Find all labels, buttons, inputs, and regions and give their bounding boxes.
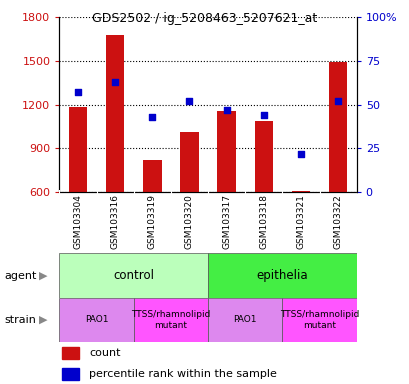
Text: count: count: [89, 348, 120, 358]
Text: GSM103317: GSM103317: [222, 194, 231, 249]
Point: [223, 107, 229, 113]
Bar: [207, 298, 282, 342]
Bar: [106, 35, 124, 192]
Bar: [207, 253, 356, 298]
Bar: [69, 107, 87, 192]
Bar: [217, 111, 235, 192]
Text: GSM103318: GSM103318: [258, 194, 267, 249]
Bar: [180, 132, 198, 192]
Text: epithelia: epithelia: [256, 269, 308, 282]
Point: [112, 79, 118, 85]
Text: control: control: [113, 269, 154, 282]
Point: [297, 151, 303, 157]
Text: PAO1: PAO1: [85, 315, 108, 324]
Bar: [62, 368, 79, 380]
Text: GSM103320: GSM103320: [184, 194, 193, 249]
Text: GSM103321: GSM103321: [296, 194, 305, 249]
Text: percentile rank within the sample: percentile rank within the sample: [89, 369, 276, 379]
Bar: [282, 298, 356, 342]
Bar: [254, 121, 272, 192]
Text: GSM103319: GSM103319: [148, 194, 157, 249]
Text: GSM103316: GSM103316: [110, 194, 119, 249]
Text: PAO1: PAO1: [233, 315, 256, 324]
Point: [260, 112, 266, 118]
Point: [149, 114, 155, 120]
Text: ▶: ▶: [39, 270, 47, 281]
Text: strain: strain: [4, 314, 36, 325]
Point: [74, 89, 81, 96]
Bar: [62, 347, 79, 359]
Text: agent: agent: [4, 270, 36, 281]
Point: [334, 98, 341, 104]
Bar: [133, 298, 208, 342]
Bar: [143, 160, 161, 192]
Text: ▶: ▶: [39, 314, 47, 325]
Text: GSM103322: GSM103322: [333, 194, 342, 249]
Text: TTSS/rhamnolipid
mutant: TTSS/rhamnolipid mutant: [131, 310, 210, 330]
Text: GSM103304: GSM103304: [73, 194, 82, 249]
Bar: [59, 298, 133, 342]
Text: GDS2502 / ig_5208463_5207621_at: GDS2502 / ig_5208463_5207621_at: [92, 12, 317, 25]
Bar: [291, 190, 310, 192]
Point: [186, 98, 192, 104]
Bar: [328, 63, 346, 192]
Bar: [59, 253, 207, 298]
Text: TTSS/rhamnolipid
mutant: TTSS/rhamnolipid mutant: [279, 310, 358, 330]
